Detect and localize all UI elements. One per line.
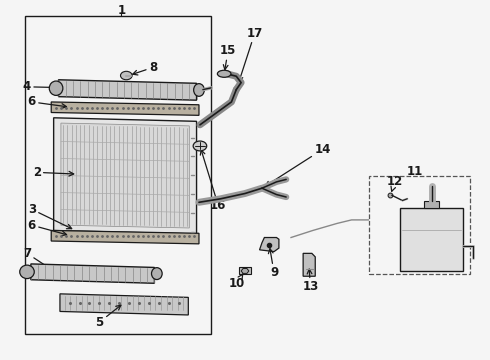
Polygon shape bbox=[61, 123, 189, 228]
Text: 11: 11 bbox=[406, 165, 423, 178]
Polygon shape bbox=[260, 238, 279, 252]
Text: 6: 6 bbox=[28, 95, 67, 108]
Polygon shape bbox=[51, 230, 199, 244]
Bar bbox=[424, 201, 439, 208]
Ellipse shape bbox=[49, 81, 63, 95]
Bar bbox=[239, 267, 251, 274]
Ellipse shape bbox=[151, 267, 162, 279]
Text: 8: 8 bbox=[133, 61, 157, 75]
Circle shape bbox=[121, 71, 132, 80]
Polygon shape bbox=[51, 102, 199, 115]
Polygon shape bbox=[58, 80, 196, 100]
Polygon shape bbox=[303, 253, 315, 276]
Text: 4: 4 bbox=[23, 80, 83, 93]
Ellipse shape bbox=[218, 70, 231, 77]
Polygon shape bbox=[53, 118, 196, 234]
Bar bbox=[368, 176, 470, 274]
Circle shape bbox=[193, 141, 207, 151]
Text: 9: 9 bbox=[269, 249, 278, 279]
Text: 17: 17 bbox=[238, 27, 263, 81]
Text: 16: 16 bbox=[200, 150, 226, 212]
Ellipse shape bbox=[20, 265, 34, 279]
Polygon shape bbox=[31, 264, 154, 283]
Text: 14: 14 bbox=[266, 143, 331, 186]
Bar bbox=[400, 208, 463, 271]
Text: 2: 2 bbox=[33, 166, 74, 179]
Text: 10: 10 bbox=[229, 274, 245, 290]
Text: 3: 3 bbox=[28, 203, 72, 229]
Text: 7: 7 bbox=[23, 247, 51, 270]
Text: 12: 12 bbox=[387, 175, 403, 192]
Ellipse shape bbox=[194, 84, 204, 96]
Text: 6: 6 bbox=[28, 219, 67, 236]
Bar bbox=[24, 16, 211, 334]
Text: 13: 13 bbox=[302, 269, 318, 293]
Polygon shape bbox=[60, 294, 188, 315]
Polygon shape bbox=[241, 269, 249, 273]
Text: 1: 1 bbox=[118, 4, 125, 17]
Text: 15: 15 bbox=[220, 44, 236, 70]
Text: 5: 5 bbox=[96, 305, 121, 329]
